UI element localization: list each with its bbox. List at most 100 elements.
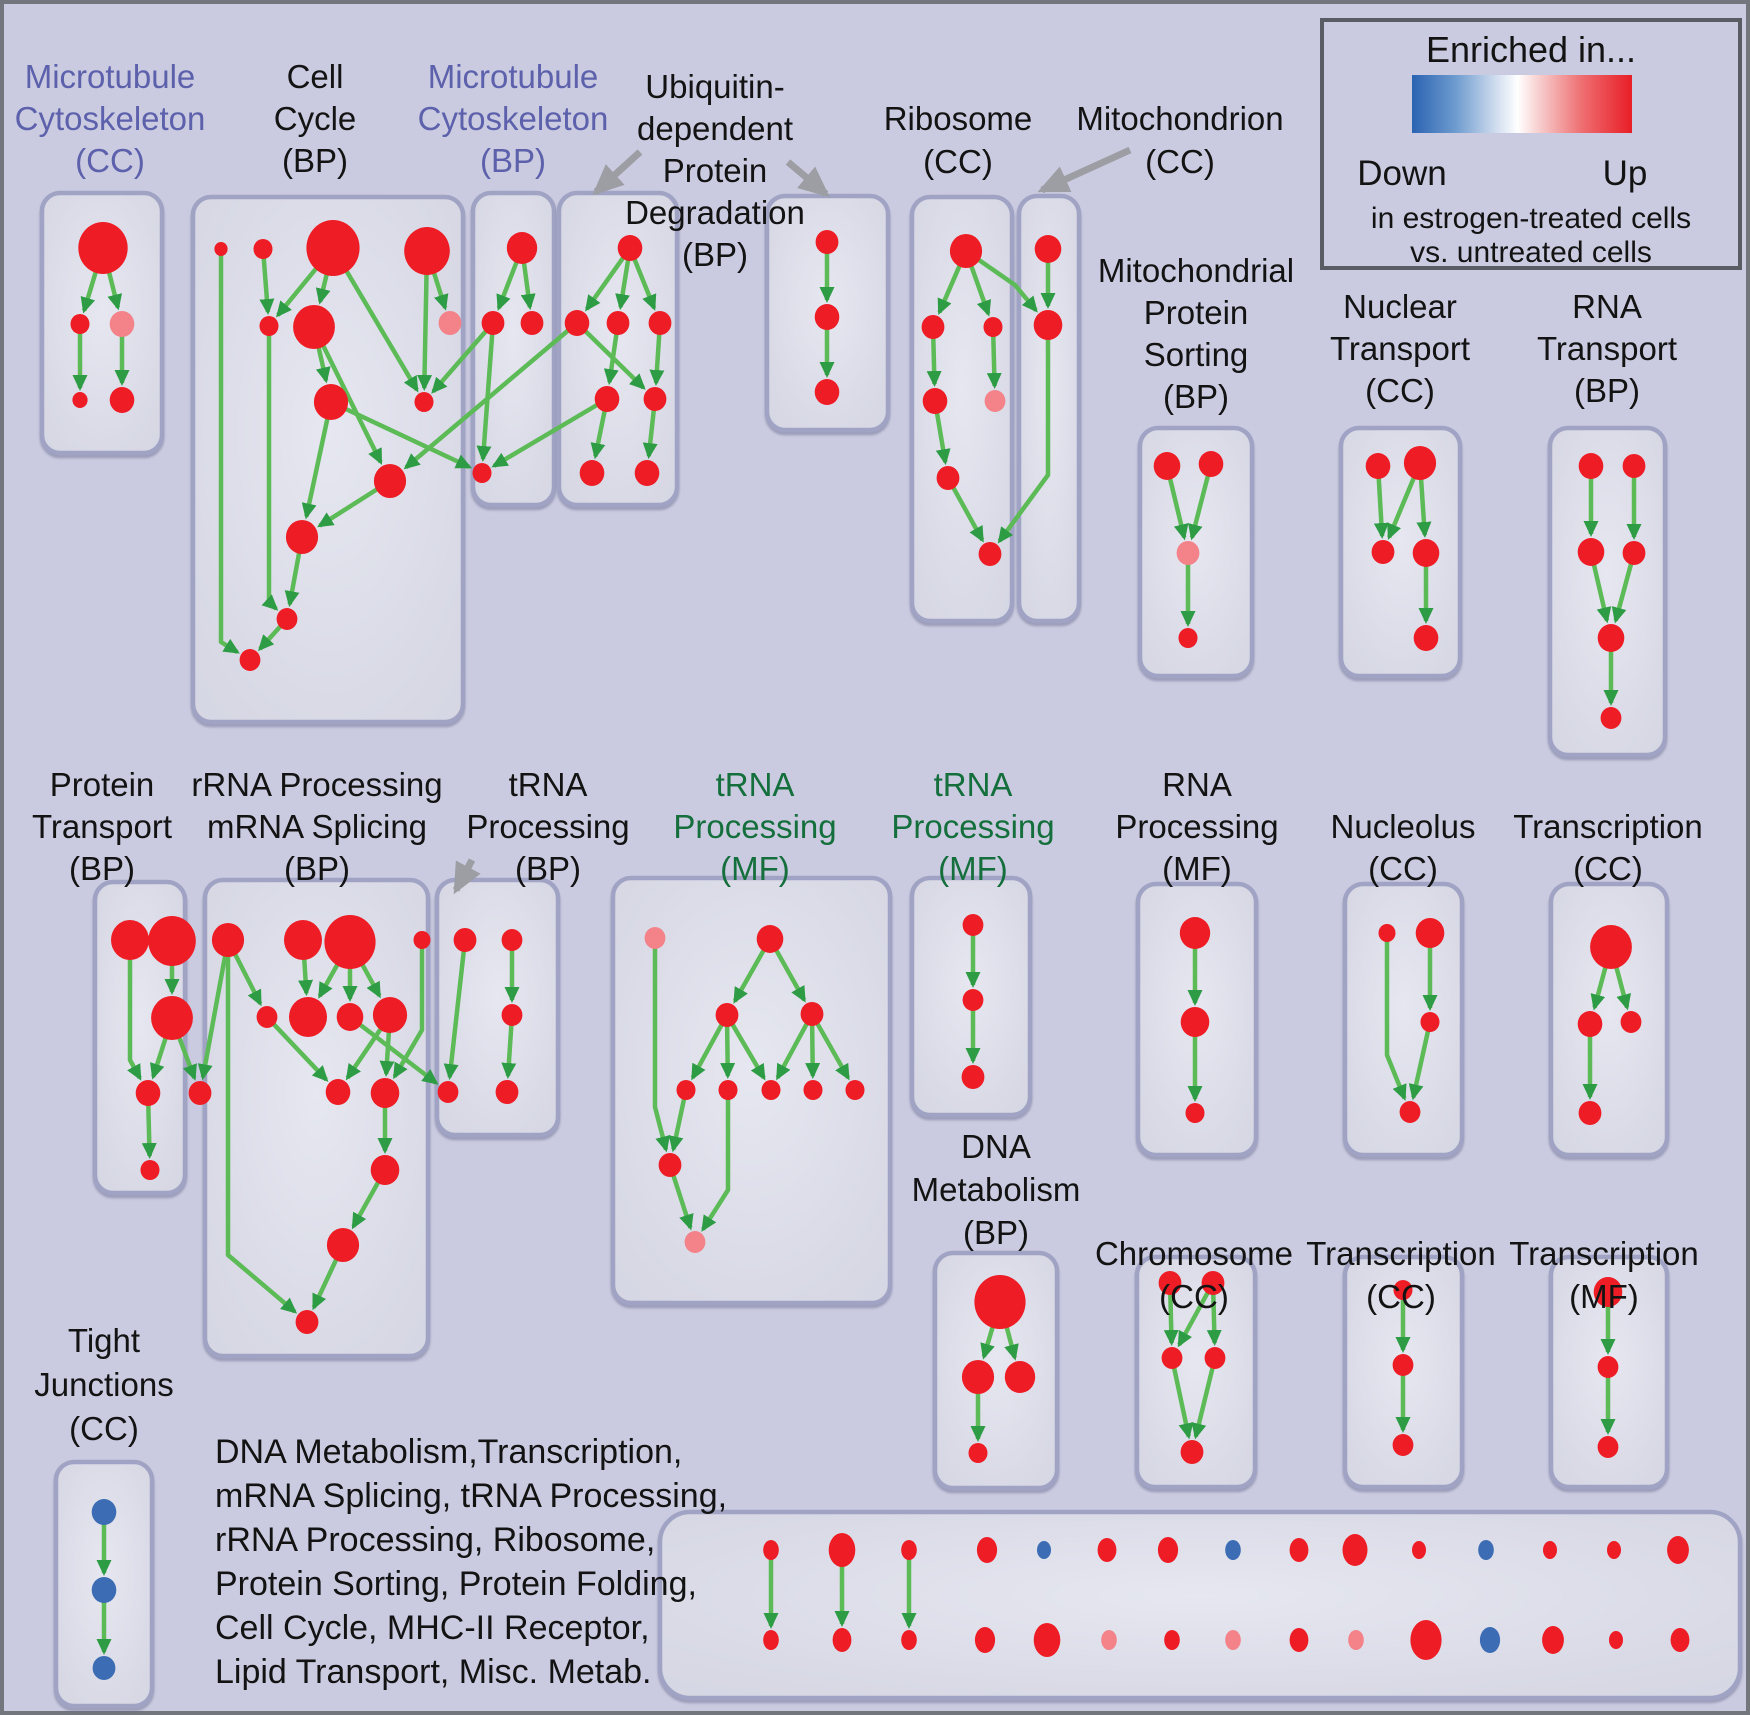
- edge-cell-cycle: [339, 261, 419, 393]
- cell-cycle-label: Cell Cycle (BP): [274, 58, 357, 179]
- edge-rna-transport: [1611, 559, 1635, 624]
- go-term-node-red: [506, 232, 538, 264]
- go-term-node-red: [961, 1065, 985, 1089]
- go-term-node-red: [1392, 1354, 1414, 1376]
- go-term-node-red: [978, 542, 1002, 566]
- go-term-node-red: [453, 928, 477, 952]
- mito-sorting-label: Mitochondrial Protein Sorting (BP): [1098, 252, 1294, 415]
- go-term-node-red: [974, 1627, 996, 1653]
- trna-mf-label-1: tRNA Processing (MF): [673, 766, 836, 887]
- edge-chromosome: [1177, 1288, 1212, 1348]
- go-term-node-red: [1597, 624, 1625, 652]
- go-term-node-red: [372, 997, 408, 1033]
- go-term-node-red: [976, 1537, 998, 1563]
- go-term-node-red: [1597, 1356, 1619, 1378]
- transcription-mf-label: Transcription (MF): [1509, 1235, 1699, 1315]
- edge-trna-processing-mf-large: [690, 1020, 726, 1081]
- go-term-node-red: [284, 920, 322, 960]
- go-term-node-red: [814, 379, 840, 405]
- go-term-node-red: [256, 1006, 278, 1028]
- cluster-box-transcription-cc: [1548, 881, 1670, 1158]
- edge-nuclear-transport: [1387, 471, 1419, 540]
- go-term-node-red: [1410, 1620, 1442, 1660]
- go-term-node-red: [140, 1160, 160, 1180]
- edge-chromosome: [1191, 1363, 1216, 1440]
- go-term-node-red: [404, 227, 450, 275]
- go-term-node-blue: [91, 1499, 117, 1525]
- legend-frame: [1320, 18, 1742, 270]
- go-term-node-red: [1157, 1537, 1179, 1563]
- go-term-node-red: [564, 310, 590, 336]
- edge-cell-cycle: [301, 412, 331, 520]
- nucleolus-label: Nucleolus (CC): [1331, 808, 1476, 887]
- go-term-node-red: [1590, 925, 1632, 969]
- go-term-node-red: [148, 916, 196, 966]
- go-term-node-red: [1622, 454, 1646, 478]
- go-term-node-red: [211, 923, 245, 957]
- edge-mito-protein-sorting: [1187, 471, 1212, 541]
- edge-ubiquitin-degradation: [590, 406, 608, 460]
- go-term-node-red: [239, 649, 261, 671]
- cluster-box-shared-misc: [657, 1509, 1743, 1701]
- edge-trna-processing-mf-large: [670, 1171, 694, 1231]
- go-term-node-red: [501, 929, 523, 951]
- go-term-node-red: [1622, 541, 1646, 565]
- go-term-node-red: [1413, 625, 1439, 651]
- go-term-node-red: [828, 1533, 856, 1567]
- edge-chromosome: [1206, 1290, 1222, 1346]
- go-term-node-red: [1289, 1628, 1309, 1652]
- label-layer: Microtubule Cytoskeleton (CC) Cell Cycle (BP)…: [15, 58, 1703, 1447]
- go-term-node-blue: [92, 1656, 116, 1680]
- edge-protein-transport: [141, 1100, 157, 1159]
- go-term-node-red: [949, 234, 983, 268]
- go-term-node-pink: [109, 311, 135, 337]
- cluster-box-chromosome: [1134, 1254, 1258, 1490]
- go-term-node-red: [983, 317, 1003, 337]
- go-term-node-red: [658, 1153, 682, 1177]
- go-term-node-red: [1164, 1630, 1180, 1650]
- edge-microtubule-bp: [476, 330, 495, 462]
- edge-ubiquitin-degradation: [642, 405, 658, 460]
- go-term-node-red: [289, 997, 327, 1037]
- edge-trna-processing-mf-large: [813, 1019, 851, 1081]
- go-term-node-red: [606, 311, 630, 335]
- edge-cell-cycle: [259, 254, 275, 315]
- legend-down-label: Down: [1357, 154, 1446, 193]
- trna-bp-label: tRNA Processing (BP): [466, 766, 629, 887]
- ubiquitin-label: Ubiquitin-dependent Protein Degradation (BP…: [625, 68, 805, 273]
- go-term-node-red: [936, 466, 960, 490]
- go-term-node-red: [1597, 1436, 1619, 1458]
- edge-chromosome: [1163, 1290, 1179, 1346]
- go-term-node-red: [901, 1540, 917, 1560]
- rrna-mrna-label: rRNA Processing mRNA Splicing (BP): [191, 766, 442, 887]
- edge-ribosome: [949, 483, 985, 543]
- go-term-node-red: [188, 1081, 212, 1105]
- go-term-node-red: [803, 1080, 823, 1100]
- go-term-node-red: [1670, 1628, 1690, 1652]
- go-term-node-red: [370, 1078, 400, 1108]
- go-term-node-pink: [438, 311, 462, 335]
- edge-trna-processing-mf-large: [728, 1020, 766, 1081]
- go-term-node-red: [1393, 1280, 1413, 1300]
- edge-rrna-processing-mrna-splicing: [351, 1176, 383, 1230]
- edge-trna-processing-bp: [443, 946, 467, 1081]
- go-term-node-red: [1180, 1440, 1204, 1464]
- rna-processing-mf-label: RNA Processing (MF): [1115, 766, 1278, 887]
- go-term-node-blue: [1479, 1627, 1501, 1653]
- edge-trna-processing-mf-large: [775, 1019, 811, 1081]
- go-term-node-red: [1365, 453, 1391, 479]
- go-term-node-red: [648, 311, 672, 335]
- go-term-node-red: [276, 608, 298, 630]
- transcription-cc-2-label: Transcription (CC): [1306, 1235, 1496, 1315]
- go-term-node-red: [336, 1003, 364, 1031]
- go-term-node-red: [1412, 539, 1440, 567]
- mitochondrion-label: Mitochondrion (CC): [1076, 100, 1283, 180]
- legend-title: Enriched in...: [1426, 29, 1636, 70]
- go-term-node-red: [1289, 1538, 1309, 1562]
- go-term-node-red: [594, 386, 620, 412]
- go-term-node-red: [313, 384, 349, 420]
- go-term-node-red: [756, 925, 784, 953]
- ribosome-label: Ribosome (CC): [884, 100, 1033, 180]
- go-term-node-red: [921, 315, 945, 339]
